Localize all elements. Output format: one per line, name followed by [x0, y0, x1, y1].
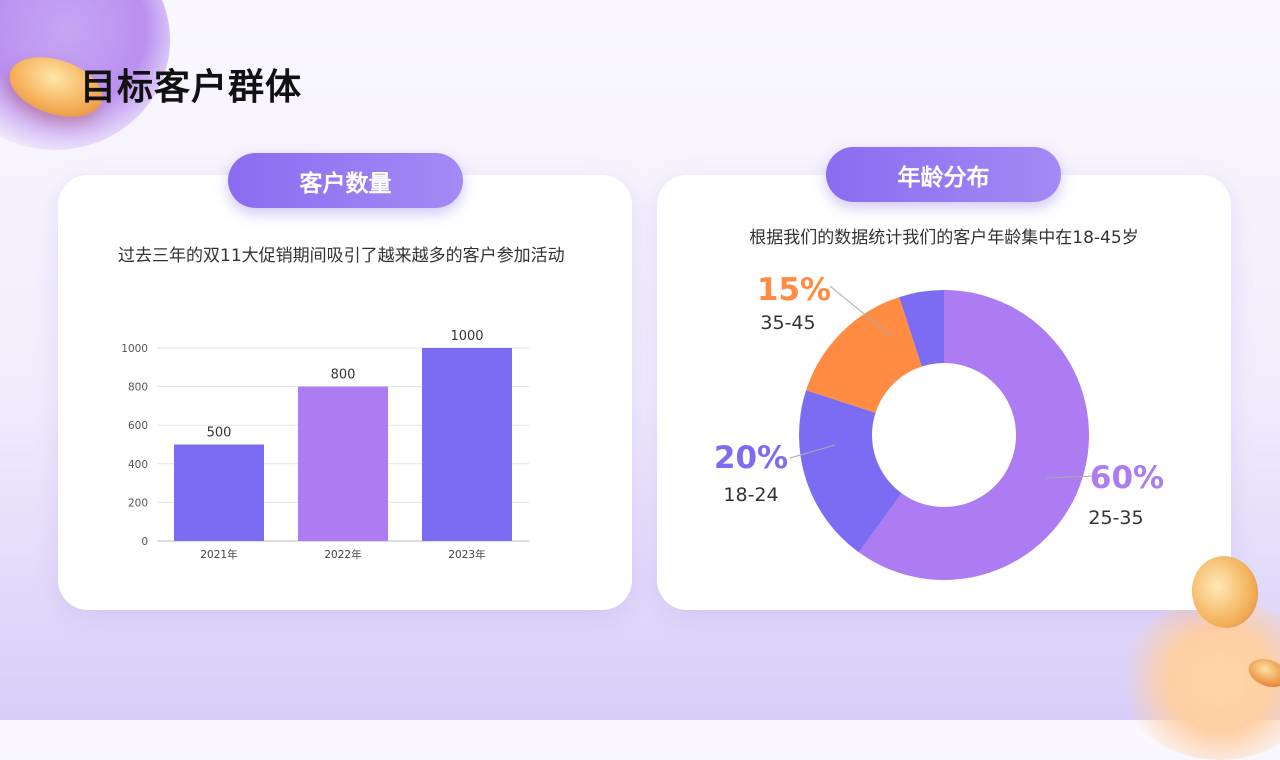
leader-line: [829, 285, 892, 337]
age-distribution-donut-chart: 60% 25-35 20% 18-24 15% 35-45: [714, 272, 1164, 580]
bar: [298, 386, 388, 541]
age-distribution-pill: 年龄分布: [826, 147, 1061, 202]
slice-age-range-label: 18-24: [723, 484, 778, 506]
y-tick-label: 1000: [121, 343, 148, 355]
donut-slice: [899, 290, 944, 367]
slice-age-range-label: 35-45: [760, 312, 815, 334]
leader-line: [789, 444, 836, 459]
customer-count-description: 过去三年的双11大促销期间吸引了越来越多的客户参加活动: [118, 246, 565, 266]
bar: [422, 348, 512, 541]
x-tick-label: 2021年: [200, 548, 237, 561]
bar: [174, 444, 264, 541]
y-tick-label: 0: [141, 536, 148, 548]
donut-slice: [799, 390, 902, 553]
y-tick-label: 600: [128, 420, 148, 432]
donut-slice: [858, 290, 1089, 580]
bar-value-label: 1000: [450, 329, 483, 344]
donut-slice: [806, 297, 922, 413]
leader-line: [1045, 475, 1095, 479]
bar-value-label: 800: [331, 368, 356, 383]
slice-percent-label: 20%: [714, 440, 788, 476]
x-tick-label: 2022年: [324, 548, 361, 561]
page-title: 目标客户群体: [80, 67, 303, 108]
customer-count-bar-chart: 0 200 400 600 800 1000 500 2021年 800 2022年 1000 202…: [121, 329, 529, 561]
x-tick-label: 2023年: [448, 548, 485, 561]
slice-percent-label: 60%: [1090, 460, 1164, 496]
bar-value-label: 500: [207, 426, 232, 441]
slice-percent-label: 15%: [757, 272, 831, 308]
y-tick-label: 400: [128, 459, 148, 471]
customer-count-pill: 客户数量: [228, 153, 463, 208]
age-distribution-description: 根据我们的数据统计我们的客户年龄集中在18-45岁: [749, 228, 1139, 248]
y-tick-label: 800: [128, 382, 148, 394]
y-tick-label: 200: [128, 497, 148, 509]
slice-age-range-label: 25-35: [1088, 507, 1143, 529]
